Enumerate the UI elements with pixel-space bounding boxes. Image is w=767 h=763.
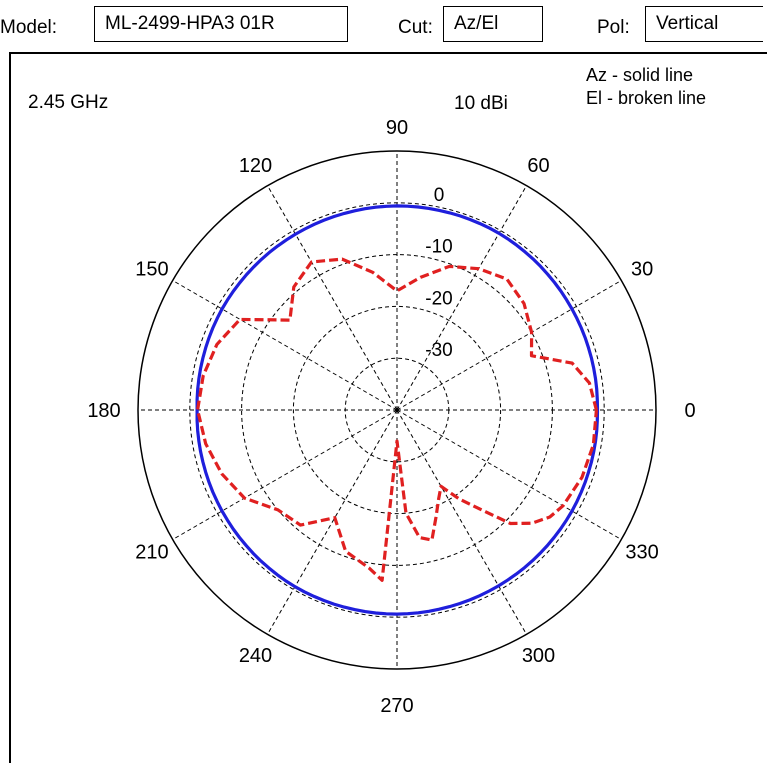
series-layer bbox=[195, 204, 600, 616]
cut-field[interactable]: Az/El bbox=[443, 6, 543, 42]
angle-tick-label: 270 bbox=[380, 695, 413, 717]
series-el bbox=[196, 257, 598, 582]
radial-tick-label: -30 bbox=[425, 340, 452, 361]
model-field[interactable]: ML-2499-HPA3 01R bbox=[94, 6, 348, 42]
angle-tick-label: 180 bbox=[87, 400, 120, 422]
spoke-120 bbox=[267, 185, 398, 411]
spoke-240 bbox=[267, 409, 398, 635]
polar-grid bbox=[137, 150, 657, 670]
frequency-label: 2.45 GHz bbox=[28, 92, 108, 113]
spoke-60 bbox=[396, 185, 527, 411]
tick-labels: 0 -10 -20 -30 0 30 60 90 120 150 180 210 240 270 300 33… bbox=[87, 117, 695, 717]
angle-tick-label: 300 bbox=[522, 645, 555, 667]
angle-tick-label: 60 bbox=[527, 155, 549, 177]
model-label: Model: bbox=[0, 17, 58, 38]
spoke-330 bbox=[396, 409, 622, 540]
legend-el: El - broken line bbox=[586, 88, 706, 108]
angle-tick-label: 30 bbox=[631, 259, 653, 281]
radial-tick-label: -20 bbox=[425, 288, 452, 309]
plot-frame bbox=[9, 52, 767, 763]
angle-tick-label: 210 bbox=[135, 542, 168, 564]
spoke-210 bbox=[172, 409, 398, 540]
angle-tick-label: 120 bbox=[239, 155, 272, 177]
ring--20 bbox=[292, 305, 502, 515]
series-az bbox=[195, 204, 600, 616]
spoke-30 bbox=[396, 280, 622, 411]
angle-tick-label: 0 bbox=[684, 400, 695, 422]
outer-ring bbox=[137, 150, 657, 670]
radial-tick-label: 0 bbox=[434, 185, 445, 206]
radial-tick-label: -10 bbox=[425, 237, 452, 258]
spoke-150 bbox=[172, 280, 398, 411]
spoke-300 bbox=[396, 409, 527, 635]
legend-az: Az - solid line bbox=[586, 65, 693, 85]
angle-tick-label: 330 bbox=[625, 542, 658, 564]
pol-field[interactable]: Vertical bbox=[645, 6, 763, 42]
scale-label: 10 dBi bbox=[454, 93, 508, 114]
pol-label: Pol: bbox=[597, 17, 630, 38]
angle-tick-label: 90 bbox=[386, 117, 408, 139]
angle-tick-label: 150 bbox=[135, 259, 168, 281]
cut-label: Cut: bbox=[398, 17, 433, 38]
ring-0 bbox=[189, 202, 605, 618]
angle-tick-label: 240 bbox=[239, 645, 272, 667]
